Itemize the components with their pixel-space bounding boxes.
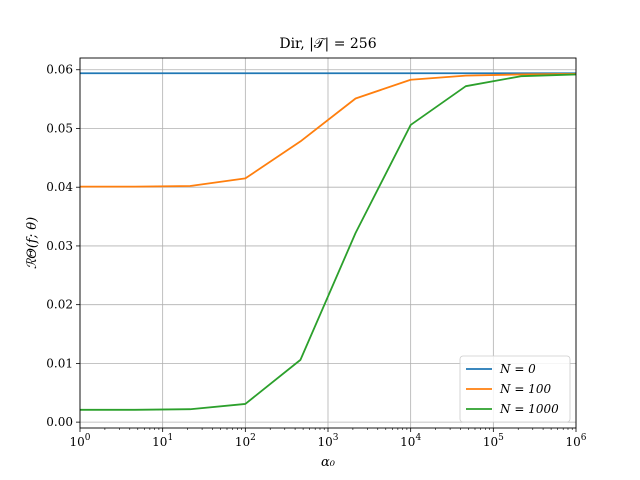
x-tick-label: 106	[565, 433, 586, 449]
y-tick-label: 0.02	[46, 298, 73, 312]
legend-label: N = 100	[499, 382, 551, 396]
legend-label: N = 1000	[499, 402, 559, 416]
x-tick-label: 105	[483, 433, 504, 449]
y-tick-label: 0.04	[46, 180, 73, 194]
x-tick-label: 104	[400, 433, 421, 449]
legend-box	[459, 355, 571, 423]
x-tick-label: 100	[69, 433, 90, 449]
y-tick-label: 0.05	[46, 121, 73, 135]
y-tick-label: 0.01	[46, 356, 73, 370]
series-layer	[80, 72, 577, 411]
y-tick-label: 0.00	[46, 415, 73, 429]
x-tick-label: 102	[235, 433, 256, 449]
series-line-2	[80, 73, 577, 411]
y-axis-label: ℛΘ(f; θ)	[25, 217, 40, 269]
y-tick-label: 0.06	[46, 63, 73, 77]
legend: N = 0 N = 100 N = 1000	[459, 355, 571, 423]
chart-title: Dir, |𝒯| = 256	[279, 36, 376, 52]
series-line-1	[80, 72, 577, 188]
ticks: 100 101 102 103 104 105 106 0.00 0.01 0.02 0.03 0.0…	[46, 63, 586, 449]
x-tick-label: 103	[317, 433, 338, 449]
legend-label: N = 0	[499, 362, 536, 376]
x-tick-label: 101	[152, 433, 173, 449]
y-tick-label: 0.03	[46, 239, 73, 253]
x-axis-label: α₀	[321, 455, 336, 470]
